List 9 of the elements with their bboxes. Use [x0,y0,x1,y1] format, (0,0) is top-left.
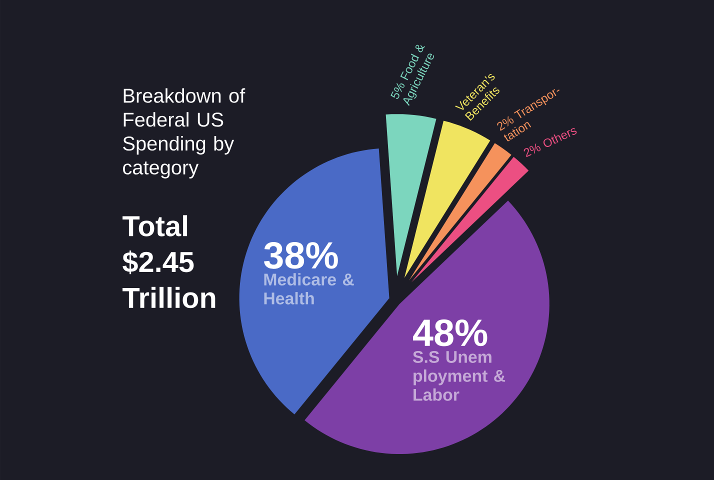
text: Breakdown of Federal US Spending by category [123,88,246,178]
data-label: 38% [264,242,338,269]
slice-label: Medicare & Health [264,273,354,304]
slice-label: Others [543,128,577,147]
data-label: 48% [413,319,488,346]
text: Total $2.45 Trillion [122,215,216,308]
slice-label: S.S Unem ployment & Labor [412,350,506,401]
data-label: 5% [390,82,405,99]
data-label: 2% [524,144,541,158]
